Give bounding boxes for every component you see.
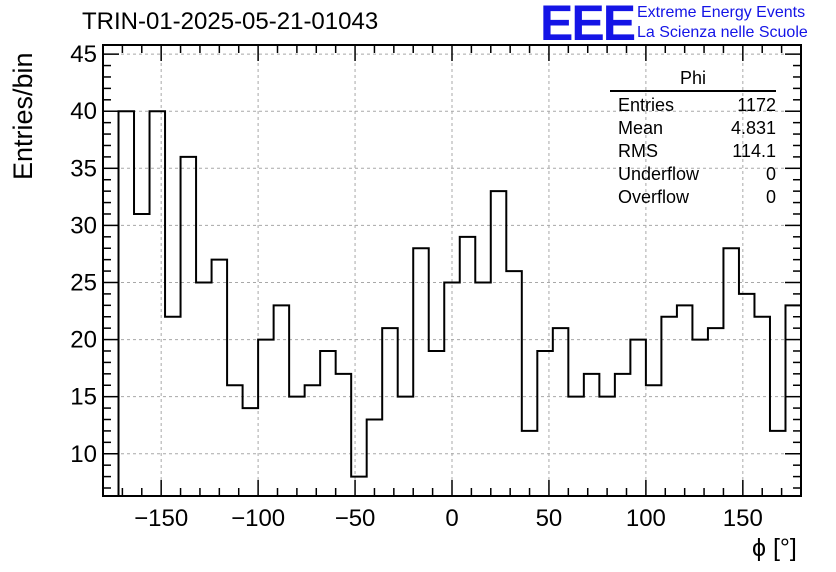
- axes: −150 −100 −50 0 50 100 150 10 15 20 25 30 35 40 45: [70, 41, 802, 532]
- stats-label: Mean: [618, 118, 664, 138]
- logo-line-1: Extreme Energy Events: [637, 4, 806, 21]
- eee-logo: EEE: [540, 0, 636, 51]
- stats-title: Phi: [610, 68, 776, 92]
- stats-label: Underflow: [618, 164, 700, 184]
- x-tick-label: 50: [536, 505, 563, 532]
- x-tick-label: 100: [626, 505, 666, 532]
- stats-label: Entries: [618, 95, 675, 115]
- stats-row-overflow: Overflow 0: [610, 186, 776, 209]
- x-axis-label: ϕ [°]: [752, 534, 797, 562]
- stats-value: 0: [765, 187, 776, 207]
- stats-row-entries: Entries 1172: [610, 94, 776, 117]
- stats-value: 114.1: [732, 141, 776, 161]
- chart-title: TRIN-01-2025-05-21-01043: [82, 8, 379, 35]
- y-tick-label: 20: [70, 327, 97, 354]
- y-axis-label: Entries/bin: [8, 52, 38, 180]
- stats-value: 1172: [737, 95, 776, 115]
- y-tick-label: 15: [70, 384, 97, 411]
- y-tick-label: 45: [70, 41, 97, 68]
- y-tick-label: 35: [70, 155, 97, 182]
- x-tick-label: −150: [134, 505, 188, 532]
- x-tick-label: 0: [445, 505, 458, 532]
- stats-row-rms: RMS 114.1: [610, 140, 776, 163]
- logo-line-2: La Scienza nelle Scuole: [637, 24, 808, 41]
- y-tick-label: 25: [70, 269, 97, 296]
- x-tick-label: −50: [335, 505, 376, 532]
- y-tick-label: 30: [70, 212, 97, 239]
- stats-row-mean: Mean 4.831: [610, 117, 776, 140]
- stats-label: RMS: [618, 141, 658, 161]
- y-tick-label: 40: [70, 98, 97, 125]
- stats-box: Phi Entries 1172 Mean 4.831 RMS 114.1 Un…: [610, 68, 776, 209]
- stats-value: 4.831: [730, 118, 776, 138]
- stats-row-underflow: Underflow 0: [610, 163, 776, 186]
- stats-value: 0: [765, 164, 776, 184]
- y-tick-label: 10: [70, 441, 97, 468]
- x-tick-label: 150: [723, 505, 763, 532]
- histogram-series: [103, 110, 801, 497]
- histogram-step-line: [103, 110, 801, 497]
- stats-label: Overflow: [618, 187, 690, 207]
- x-tick-label: −100: [231, 505, 285, 532]
